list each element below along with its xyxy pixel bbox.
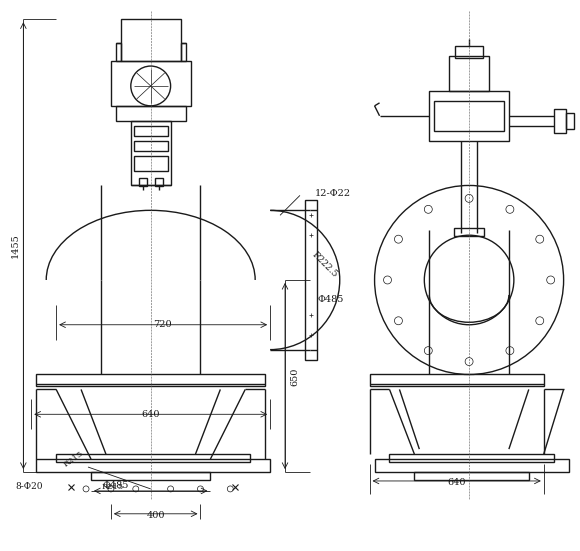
Bar (139, 179, 147, 186)
Bar (180, 43, 186, 61)
Text: 650: 650 (291, 368, 299, 386)
Text: 12-Φ22: 12-Φ22 (315, 189, 351, 198)
Bar (375, 459, 568, 472)
Bar (414, 472, 529, 480)
Text: Φ485: Φ485 (318, 295, 345, 304)
Text: R215: R215 (61, 450, 85, 469)
Bar (566, 113, 574, 129)
Bar (111, 61, 190, 106)
Bar (37, 459, 270, 472)
Bar (91, 472, 211, 480)
Text: R222.5: R222.5 (310, 250, 339, 280)
Bar (116, 106, 186, 121)
Bar (121, 19, 180, 61)
Text: R215: R215 (102, 483, 124, 491)
Text: 640: 640 (447, 478, 465, 488)
Bar (305, 201, 317, 360)
Bar (131, 121, 171, 186)
Text: 400: 400 (146, 511, 165, 520)
Bar (134, 141, 168, 150)
Bar (134, 126, 168, 136)
Bar (455, 46, 483, 58)
Text: Φ485: Φ485 (103, 482, 129, 490)
Text: 1455: 1455 (11, 233, 20, 257)
Bar (134, 155, 168, 170)
Bar (116, 43, 121, 61)
Bar (56, 454, 250, 462)
Bar (390, 454, 554, 462)
Bar (554, 109, 566, 133)
Bar (37, 375, 265, 386)
Text: 640: 640 (142, 410, 160, 419)
Bar (369, 375, 543, 386)
Bar (434, 101, 504, 131)
Text: 720: 720 (153, 320, 172, 329)
Bar (449, 56, 489, 91)
Bar (155, 179, 162, 186)
Text: 8-Φ20: 8-Φ20 (16, 483, 43, 491)
Bar (454, 228, 484, 236)
Bar (429, 91, 509, 141)
